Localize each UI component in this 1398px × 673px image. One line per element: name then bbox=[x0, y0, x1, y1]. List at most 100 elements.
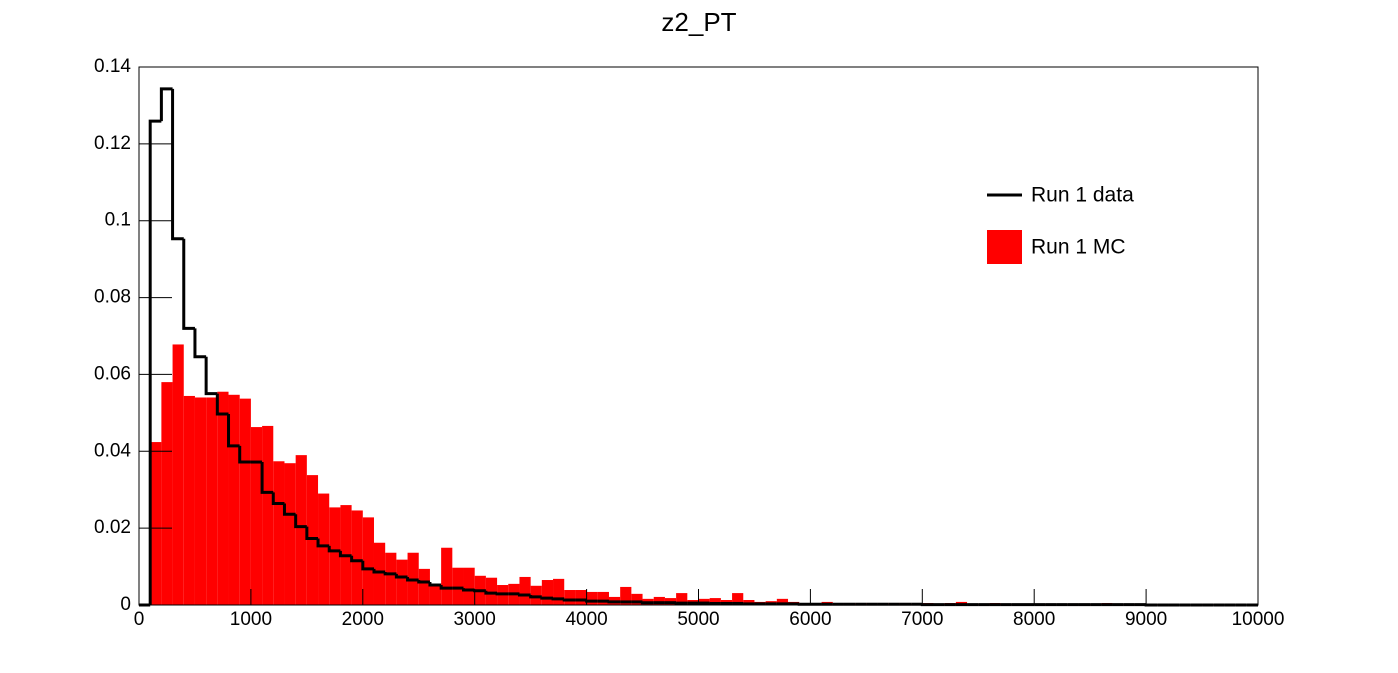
step-segment bbox=[350, 555, 363, 563]
x-tick-label: 4000 bbox=[565, 609, 607, 630]
y-tick-label: 0.02 bbox=[94, 517, 131, 538]
step-segment bbox=[204, 356, 218, 396]
bar bbox=[284, 463, 296, 605]
step-segment bbox=[305, 526, 319, 541]
bar bbox=[329, 507, 341, 605]
step-segment bbox=[282, 503, 296, 516]
legend-label: Run 1 MC bbox=[1031, 236, 1126, 259]
step-segment bbox=[473, 589, 486, 593]
step-segment bbox=[338, 550, 352, 558]
chart-title: z2_PT bbox=[661, 7, 736, 37]
bar bbox=[485, 577, 498, 605]
x-tick-label: 1000 bbox=[230, 609, 272, 630]
bar bbox=[732, 593, 744, 605]
y-tick-label: 0.14 bbox=[94, 56, 131, 77]
step-segment bbox=[193, 328, 207, 359]
legend-swatch bbox=[987, 230, 1022, 264]
bar bbox=[250, 427, 263, 605]
bar bbox=[519, 576, 531, 605]
step-segment bbox=[417, 580, 430, 584]
bar bbox=[228, 394, 240, 605]
step-segment bbox=[294, 514, 307, 529]
y-tick-label: 0.1 bbox=[105, 210, 131, 231]
step-segment bbox=[260, 462, 274, 494]
step-segment bbox=[641, 601, 654, 605]
step-segment bbox=[562, 598, 576, 602]
step-segment bbox=[238, 445, 251, 464]
step-segment bbox=[439, 585, 453, 590]
step-segment bbox=[406, 576, 419, 582]
step-segment bbox=[495, 592, 509, 596]
step-segment bbox=[227, 414, 240, 448]
step-segment bbox=[607, 600, 621, 604]
step-segment bbox=[428, 581, 442, 587]
step-segment bbox=[540, 596, 554, 600]
step-segment bbox=[585, 599, 598, 603]
bar bbox=[351, 510, 363, 605]
bar bbox=[262, 425, 274, 605]
bar bbox=[541, 580, 554, 605]
step-segment bbox=[271, 492, 285, 506]
bar bbox=[194, 397, 207, 605]
bar bbox=[586, 591, 598, 605]
bar bbox=[306, 475, 319, 605]
step-segment bbox=[517, 593, 531, 597]
bar bbox=[318, 493, 330, 605]
bar bbox=[161, 382, 173, 605]
bar bbox=[183, 395, 195, 605]
bar bbox=[206, 397, 218, 605]
step-segment bbox=[551, 597, 565, 601]
x-tick-label: 9000 bbox=[1125, 609, 1167, 630]
step-segment bbox=[316, 538, 330, 548]
bar bbox=[273, 461, 285, 605]
step-segment bbox=[383, 571, 397, 576]
step-segment bbox=[462, 588, 475, 592]
x-tick-label: 6000 bbox=[789, 609, 831, 630]
bar bbox=[653, 596, 665, 605]
bar bbox=[631, 593, 643, 605]
step-segment bbox=[182, 238, 195, 330]
bar bbox=[530, 585, 542, 605]
bar bbox=[575, 590, 587, 605]
step-segment bbox=[394, 573, 408, 579]
bar bbox=[776, 598, 789, 605]
bar bbox=[295, 455, 307, 605]
step-segment bbox=[361, 560, 374, 571]
bar bbox=[463, 567, 475, 605]
y-tick-label: 0.08 bbox=[94, 287, 131, 308]
y-tick-label: 0.06 bbox=[94, 363, 131, 384]
step-segment bbox=[159, 87, 173, 122]
x-tick-label: 5000 bbox=[677, 609, 719, 630]
step-segment bbox=[372, 568, 386, 574]
y-tick-label: 0.12 bbox=[94, 133, 131, 154]
bar bbox=[418, 568, 430, 605]
bar bbox=[429, 585, 442, 605]
bar bbox=[709, 598, 721, 605]
bar bbox=[564, 590, 576, 605]
x-tick-label: 0 bbox=[134, 609, 145, 630]
bar bbox=[441, 547, 453, 605]
bar bbox=[597, 591, 609, 605]
step-segment bbox=[171, 88, 184, 241]
legend-label: Run 1 data bbox=[1031, 184, 1134, 207]
x-tick-label: 3000 bbox=[454, 609, 496, 630]
bar bbox=[150, 442, 162, 605]
x-tick-label: 7000 bbox=[901, 609, 943, 630]
step-segment bbox=[484, 590, 498, 595]
bar bbox=[172, 344, 184, 605]
bar bbox=[217, 391, 229, 605]
step-segment bbox=[148, 119, 162, 605]
x-tick-label: 10000 bbox=[1232, 609, 1285, 630]
bar bbox=[553, 578, 565, 605]
bar bbox=[396, 559, 408, 605]
bar bbox=[373, 542, 386, 605]
bar bbox=[362, 517, 374, 605]
step-segment bbox=[529, 595, 542, 599]
bar bbox=[239, 398, 251, 605]
bar bbox=[620, 586, 632, 605]
x-tick-label: 2000 bbox=[342, 609, 384, 630]
step-segment bbox=[215, 393, 229, 416]
y-tick-label: 0.04 bbox=[94, 440, 131, 461]
step-segment bbox=[327, 545, 341, 553]
